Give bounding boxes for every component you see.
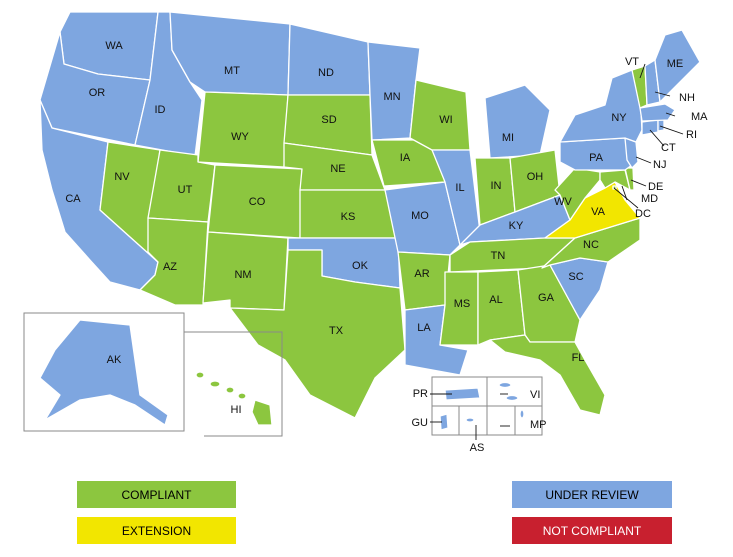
label-wv: WV (554, 196, 572, 208)
label-mi: MI (502, 132, 514, 144)
label-pr: PR (413, 388, 428, 400)
label-gu: GU (412, 417, 429, 429)
legend-not-compliant-label: NOT COMPLIANT (542, 523, 642, 538)
label-dc: DC (635, 208, 651, 220)
label-mn: MN (383, 91, 400, 103)
state-ma[interactable] (639, 103, 676, 122)
label-il: IL (455, 182, 464, 194)
label-ri: RI (686, 129, 697, 141)
territory-pr[interactable] (444, 387, 481, 401)
legend-extension-label: EXTENSION (121, 523, 192, 538)
state-mo[interactable] (384, 181, 461, 256)
state-labels: WA OR CA ID NV MT WY UT AZ CO NM ND SD N… (65, 40, 708, 454)
state-ny[interactable] (559, 69, 643, 143)
state-ms[interactable] (439, 271, 479, 346)
label-ks: KS (341, 211, 356, 223)
label-hi: HI (231, 404, 242, 416)
state-mi[interactable] (484, 84, 551, 159)
state-hi[interactable] (195, 371, 273, 426)
state-tx[interactable] (229, 249, 406, 419)
label-nm: NM (234, 269, 251, 281)
label-al: AL (489, 294, 502, 306)
label-ms: MS (454, 298, 471, 310)
label-mt: MT (224, 65, 240, 77)
legend-under-review-label: UNDER REVIEW (545, 487, 639, 502)
label-ut: UT (178, 184, 193, 196)
label-wa: WA (105, 40, 123, 52)
label-me: ME (667, 58, 684, 70)
label-ok: OK (352, 260, 369, 272)
label-ma: MA (691, 111, 708, 123)
legend-compliant: COMPLIANT (77, 481, 236, 508)
label-nh: NH (679, 92, 695, 104)
territory-gu[interactable] (439, 413, 449, 431)
state-ak[interactable] (39, 319, 169, 426)
label-ca: CA (65, 193, 81, 205)
label-ct: CT (661, 142, 676, 154)
label-pa: PA (589, 152, 604, 164)
label-nv: NV (114, 171, 130, 183)
label-co: CO (249, 196, 266, 208)
label-ak: AK (107, 354, 122, 366)
label-mp: MP (530, 419, 547, 431)
state-al[interactable] (477, 269, 526, 346)
legend-under-review: UNDER REVIEW (512, 481, 672, 508)
territories-grid (431, 376, 543, 436)
label-mo: MO (411, 210, 429, 222)
state-ar[interactable] (397, 251, 451, 311)
state-wy[interactable] (197, 91, 289, 168)
label-ia: IA (400, 152, 411, 164)
label-nj: NJ (653, 159, 666, 171)
legend-not-compliant: NOT COMPLIANT (512, 517, 672, 544)
label-sd: SD (321, 114, 336, 126)
label-sc: SC (568, 271, 583, 283)
legend-extension: EXTENSION (77, 517, 236, 544)
state-me[interactable] (654, 29, 701, 103)
label-ky: KY (509, 220, 524, 232)
leader-lines (430, 63, 684, 440)
alaska-inset-frame (23, 312, 185, 432)
label-as: AS (470, 442, 485, 454)
label-tn: TN (491, 250, 506, 262)
label-de: DE (648, 181, 663, 193)
label-id: ID (155, 104, 166, 116)
label-vi: VI (530, 389, 540, 401)
label-wy: WY (231, 131, 249, 143)
legend-compliant-label: COMPLIANT (121, 487, 192, 502)
territory-as[interactable] (465, 417, 475, 423)
label-fl: FL (572, 352, 585, 364)
territory-mp[interactable] (519, 409, 525, 419)
state-dc[interactable] (612, 185, 617, 190)
state-fl[interactable] (489, 334, 606, 416)
label-ne: NE (330, 163, 345, 175)
label-or: OR (89, 87, 106, 99)
label-vt: VT (625, 56, 639, 68)
label-ny: NY (611, 112, 627, 124)
label-nc: NC (583, 239, 599, 251)
label-tx: TX (329, 325, 344, 337)
state-ct[interactable] (641, 119, 659, 136)
label-md: MD (641, 193, 658, 205)
territory-vi[interactable] (498, 381, 519, 402)
label-in: IN (491, 180, 502, 192)
label-wi: WI (439, 114, 452, 126)
label-ga: GA (538, 292, 555, 304)
label-ar: AR (414, 268, 429, 280)
label-oh: OH (527, 171, 544, 183)
label-az: AZ (163, 261, 177, 273)
label-la: LA (417, 322, 431, 334)
state-nd[interactable] (287, 23, 371, 96)
hawaii-inset-frame (184, 331, 283, 437)
label-nd: ND (318, 67, 334, 79)
state-de[interactable] (624, 167, 635, 191)
label-va: VA (591, 206, 606, 218)
